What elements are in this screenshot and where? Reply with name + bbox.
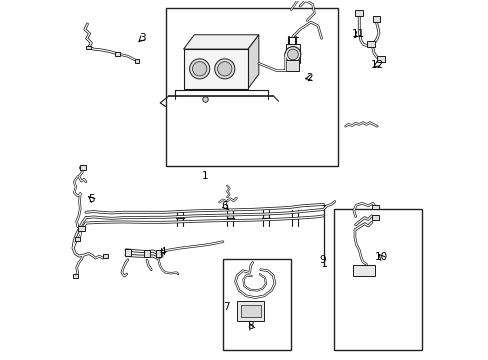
Circle shape: [214, 59, 234, 79]
Text: 4: 4: [160, 247, 166, 257]
Polygon shape: [247, 35, 258, 89]
Bar: [78, 226, 84, 230]
Text: 1: 1: [202, 171, 208, 181]
Polygon shape: [183, 49, 247, 89]
Bar: [237, 301, 264, 321]
Text: 6: 6: [221, 201, 227, 211]
Bar: [241, 305, 260, 318]
Bar: [372, 17, 380, 22]
Bar: [286, 60, 299, 71]
Bar: [366, 41, 374, 46]
Bar: [333, 209, 421, 350]
Bar: [376, 56, 384, 62]
Bar: [135, 59, 139, 63]
Circle shape: [285, 46, 300, 62]
Circle shape: [287, 49, 298, 60]
Text: 11: 11: [351, 29, 365, 39]
Bar: [165, 8, 337, 166]
Text: 12: 12: [370, 59, 383, 69]
Bar: [85, 45, 91, 49]
Bar: [155, 250, 161, 257]
Polygon shape: [183, 35, 258, 49]
Circle shape: [192, 62, 206, 76]
Text: 5: 5: [87, 194, 94, 204]
Text: 2: 2: [306, 73, 312, 83]
Bar: [102, 254, 108, 258]
Bar: [223, 259, 290, 350]
Circle shape: [217, 62, 231, 76]
Bar: [352, 265, 375, 276]
Text: 7: 7: [223, 302, 229, 312]
Bar: [75, 237, 80, 241]
Bar: [80, 165, 86, 170]
Text: 8: 8: [247, 321, 254, 331]
Bar: [285, 44, 300, 63]
Bar: [144, 250, 149, 257]
Bar: [371, 215, 378, 220]
Text: 3: 3: [139, 33, 145, 43]
Circle shape: [189, 59, 209, 79]
Bar: [115, 52, 120, 55]
Bar: [371, 205, 378, 209]
Text: 9: 9: [319, 255, 325, 265]
Text: 10: 10: [374, 252, 387, 262]
Bar: [355, 10, 363, 16]
Bar: [125, 249, 131, 256]
Bar: [73, 274, 78, 278]
